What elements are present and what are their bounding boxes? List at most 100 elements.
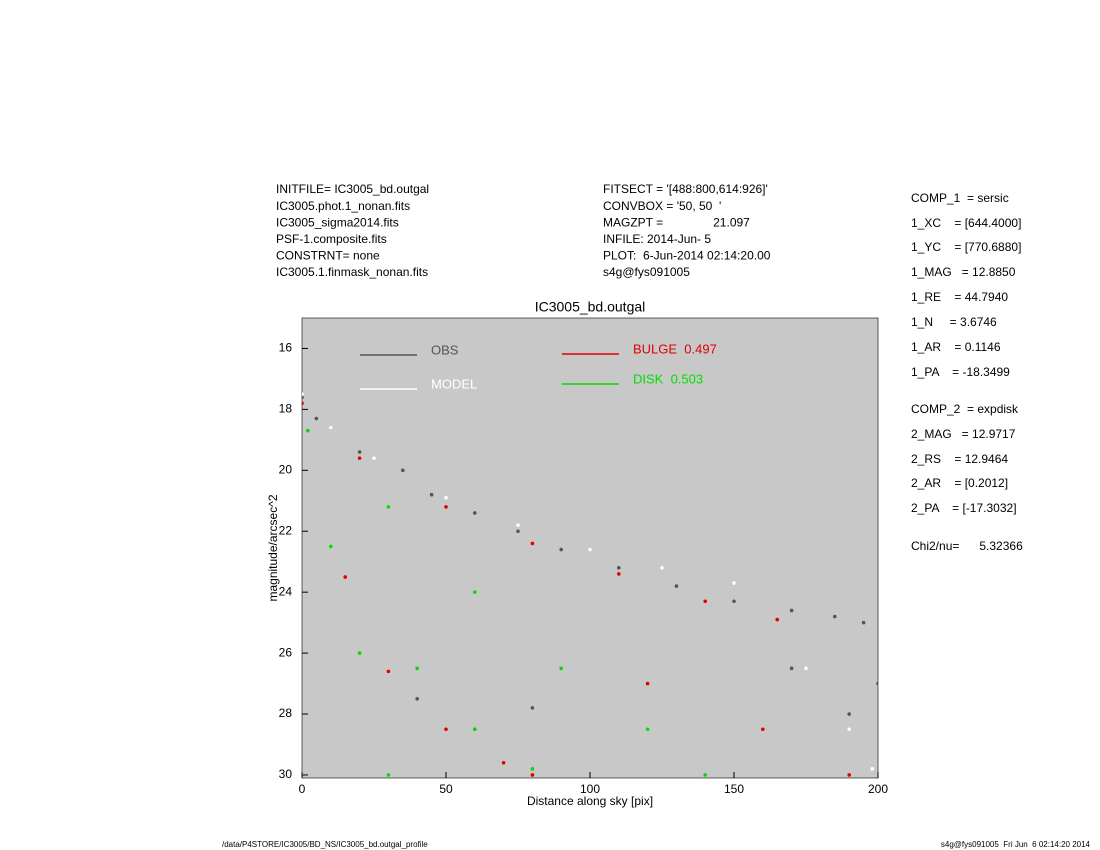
point	[305, 428, 310, 433]
footer-left: /data/P4STORE/IC3005/BD_NS/IC3005_bd.out…	[222, 840, 428, 849]
point	[847, 773, 851, 777]
fit-parameter: Chi2/nu= 5.32366	[911, 539, 1023, 553]
point	[372, 456, 376, 460]
fit-parameter: 2_RS = 12.9464	[911, 452, 1008, 466]
point	[357, 651, 362, 655]
footer-right: s4g@fys091005 Fri Jun 6 02:14:20 2014	[941, 840, 1091, 849]
x-tick-label: 200	[868, 782, 888, 796]
point	[401, 468, 405, 473]
series	[302, 392, 875, 771]
point	[789, 666, 794, 671]
point	[847, 712, 851, 716]
y-tick-label: 30	[279, 767, 293, 781]
header-left-line: IC3005_sigma2014.fits	[276, 215, 399, 229]
series	[305, 428, 707, 777]
point	[314, 416, 319, 421]
y-axis-label: magnitude/arcsec^2	[266, 494, 280, 601]
point	[444, 505, 448, 509]
point	[847, 727, 851, 732]
x-tick-label: 0	[299, 782, 306, 796]
fit-parameter: 1_YC = [770.6880]	[911, 240, 1021, 254]
y-tick-label: 16	[279, 341, 293, 355]
point	[588, 547, 592, 552]
point	[429, 492, 434, 497]
point	[559, 547, 563, 552]
fit-parameter: 1_N = 3.6746	[911, 315, 997, 329]
point	[530, 541, 535, 546]
point	[703, 599, 707, 604]
y-tick-label: 22	[279, 523, 293, 537]
point	[703, 773, 707, 777]
legend-label: MODEL	[431, 376, 477, 391]
point	[876, 681, 878, 686]
fit-parameter: 1_PA = -18.3499	[911, 365, 1010, 379]
x-tick-label: 150	[724, 782, 744, 796]
point	[516, 523, 520, 527]
point	[501, 760, 506, 765]
point	[516, 529, 520, 534]
legend-label: OBS	[431, 342, 459, 357]
y-tick-label: 18	[279, 402, 293, 416]
chart-title: IC3005_bd.outgal	[535, 299, 646, 315]
point	[357, 450, 362, 454]
point	[732, 599, 736, 604]
point	[357, 456, 362, 460]
point	[530, 706, 535, 710]
point	[617, 572, 621, 576]
y-tick-label: 26	[279, 645, 293, 659]
header-left-line: PSF-1.composite.fits	[276, 232, 387, 246]
header-mid-line: FITSECT = '[488:800,614:926]'	[603, 182, 768, 196]
point	[329, 425, 333, 430]
point	[386, 505, 391, 509]
y-tick-label: 24	[279, 584, 293, 598]
x-axis-label: Distance along sky [pix]	[527, 794, 653, 808]
point	[473, 590, 477, 594]
fit-parameter: 1_AR = 0.1146	[911, 340, 1001, 354]
point	[386, 773, 391, 777]
header-left-line: CONSTRNT= none	[276, 249, 380, 263]
fit-parameter: COMP_1 = sersic	[911, 191, 1009, 205]
point	[870, 767, 875, 771]
point	[444, 727, 448, 732]
header-mid-line: INFILE: 2014-Jun- 5	[603, 232, 711, 246]
point	[660, 566, 664, 570]
x-tick-label: 50	[439, 782, 453, 796]
point	[329, 544, 333, 549]
point	[473, 727, 477, 732]
y-tick-label: 20	[279, 462, 293, 476]
fit-parameter: 2_AR = [0.2012]	[911, 476, 1008, 490]
fit-parameter: 1_XC = [644.4000]	[911, 216, 1021, 230]
point	[645, 681, 650, 686]
header-mid-line: PLOT: 6-Jun-2014 02:14:20.00	[603, 249, 771, 263]
point	[732, 581, 736, 585]
point	[674, 584, 679, 588]
legend-label: DISK 0.503	[633, 371, 703, 386]
point	[386, 669, 391, 674]
header-left-line: INITFILE= IC3005_bd.outgal	[276, 182, 429, 196]
point	[302, 401, 304, 406]
x-tick-label: 100	[580, 782, 600, 796]
point	[302, 395, 304, 400]
point	[775, 617, 779, 622]
point	[833, 614, 837, 619]
point	[473, 511, 477, 515]
point	[415, 666, 420, 671]
point	[645, 727, 650, 732]
y-tick-label: 28	[279, 706, 293, 720]
point	[617, 566, 621, 570]
fit-parameter: 1_RE = 44.7940	[911, 290, 1008, 304]
header-mid-line: CONVBOX = '50, 50 '	[603, 199, 721, 213]
fit-parameter: 2_MAG = 12.9717	[911, 427, 1016, 441]
legend-label: BULGE 0.497	[633, 341, 717, 356]
fit-parameter: COMP_2 = expdisk	[911, 402, 1019, 416]
point	[444, 495, 448, 500]
header-mid-line: s4g@fys091005	[603, 265, 690, 279]
series	[302, 401, 851, 777]
point	[559, 666, 563, 671]
point	[530, 773, 535, 777]
point	[761, 727, 765, 732]
point	[530, 767, 535, 771]
header-left-line: IC3005.1.finmask_nonan.fits	[276, 265, 428, 279]
point	[302, 392, 304, 396]
